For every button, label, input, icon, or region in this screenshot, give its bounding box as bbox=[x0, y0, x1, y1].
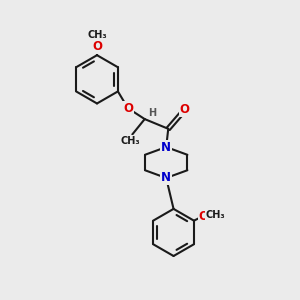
Text: CH₃: CH₃ bbox=[206, 210, 226, 220]
Text: O: O bbox=[179, 103, 190, 116]
Text: H: H bbox=[148, 108, 156, 118]
Text: CH₃: CH₃ bbox=[87, 31, 107, 40]
Text: CH₃: CH₃ bbox=[121, 136, 140, 146]
Text: N: N bbox=[161, 141, 171, 154]
Text: O: O bbox=[92, 40, 102, 53]
Text: N: N bbox=[161, 172, 171, 184]
Text: O: O bbox=[198, 210, 208, 223]
Text: O: O bbox=[123, 102, 133, 115]
